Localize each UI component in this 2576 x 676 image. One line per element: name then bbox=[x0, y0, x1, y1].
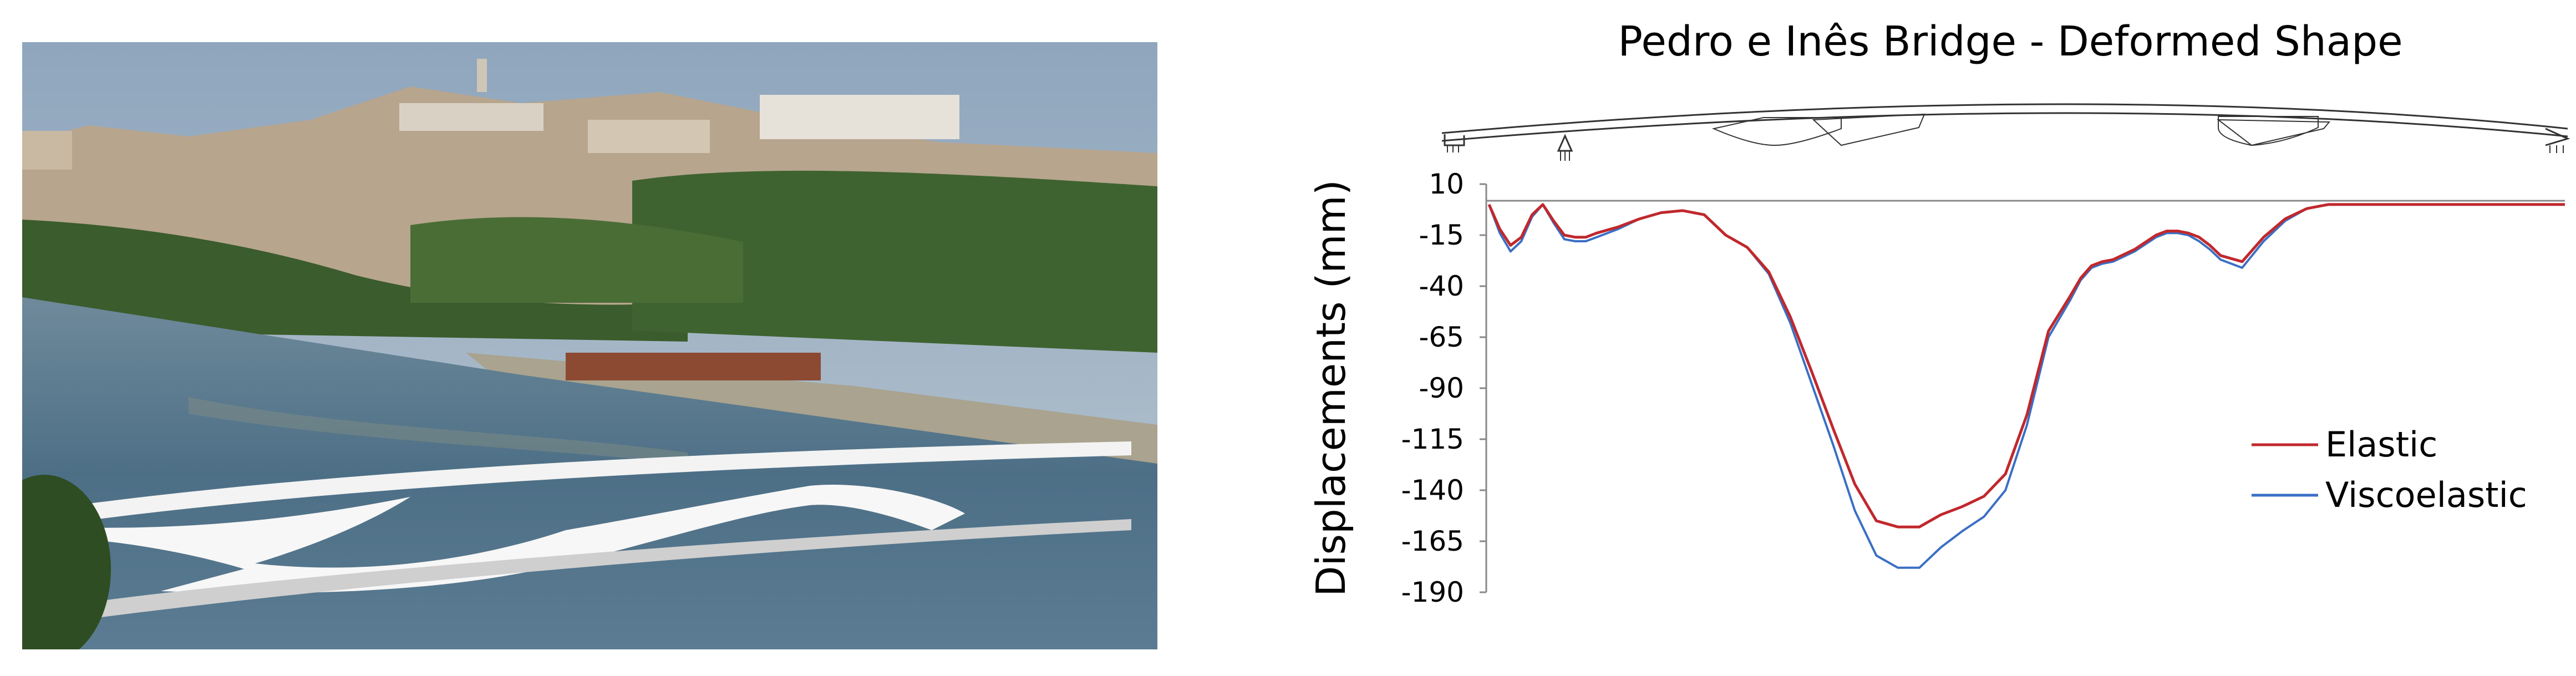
bridge-elevation-diagram bbox=[1441, 103, 2570, 161]
chart-title: Pedro e Inês Bridge - Deformed Shape bbox=[1618, 18, 2402, 65]
series-layer bbox=[1487, 203, 2565, 569]
y-tick-label: -115 bbox=[1401, 423, 1464, 455]
y-tick-label: -40 bbox=[1419, 270, 1464, 302]
legend-label-elastic: Elastic bbox=[2325, 424, 2437, 465]
y-tick-label: -140 bbox=[1401, 474, 1464, 506]
y-axis-ticks: 10 -15 -40 -65 -90 -115 -140 -165 -190 bbox=[1401, 168, 1486, 608]
legend: Elastic Viscoelastic bbox=[2252, 424, 2527, 515]
y-tick-label: 10 bbox=[1429, 168, 1464, 200]
y-tick-label: -90 bbox=[1419, 372, 1464, 404]
y-tick-label: -65 bbox=[1419, 321, 1464, 353]
y-tick-label: -165 bbox=[1401, 525, 1464, 557]
bridge-photo bbox=[22, 42, 1157, 649]
y-tick-label: -190 bbox=[1401, 576, 1464, 608]
y-tick-label: -15 bbox=[1419, 219, 1464, 251]
series-line-elastic bbox=[1487, 203, 2565, 528]
y-axis-label: Displacements (mm) bbox=[1308, 180, 1354, 597]
legend-label-viscoelastic: Viscoelastic bbox=[2325, 475, 2527, 515]
deformed-shape-chart: Pedro e Inês Bridge - Deformed Shape 10 -… bbox=[1276, 0, 2576, 676]
